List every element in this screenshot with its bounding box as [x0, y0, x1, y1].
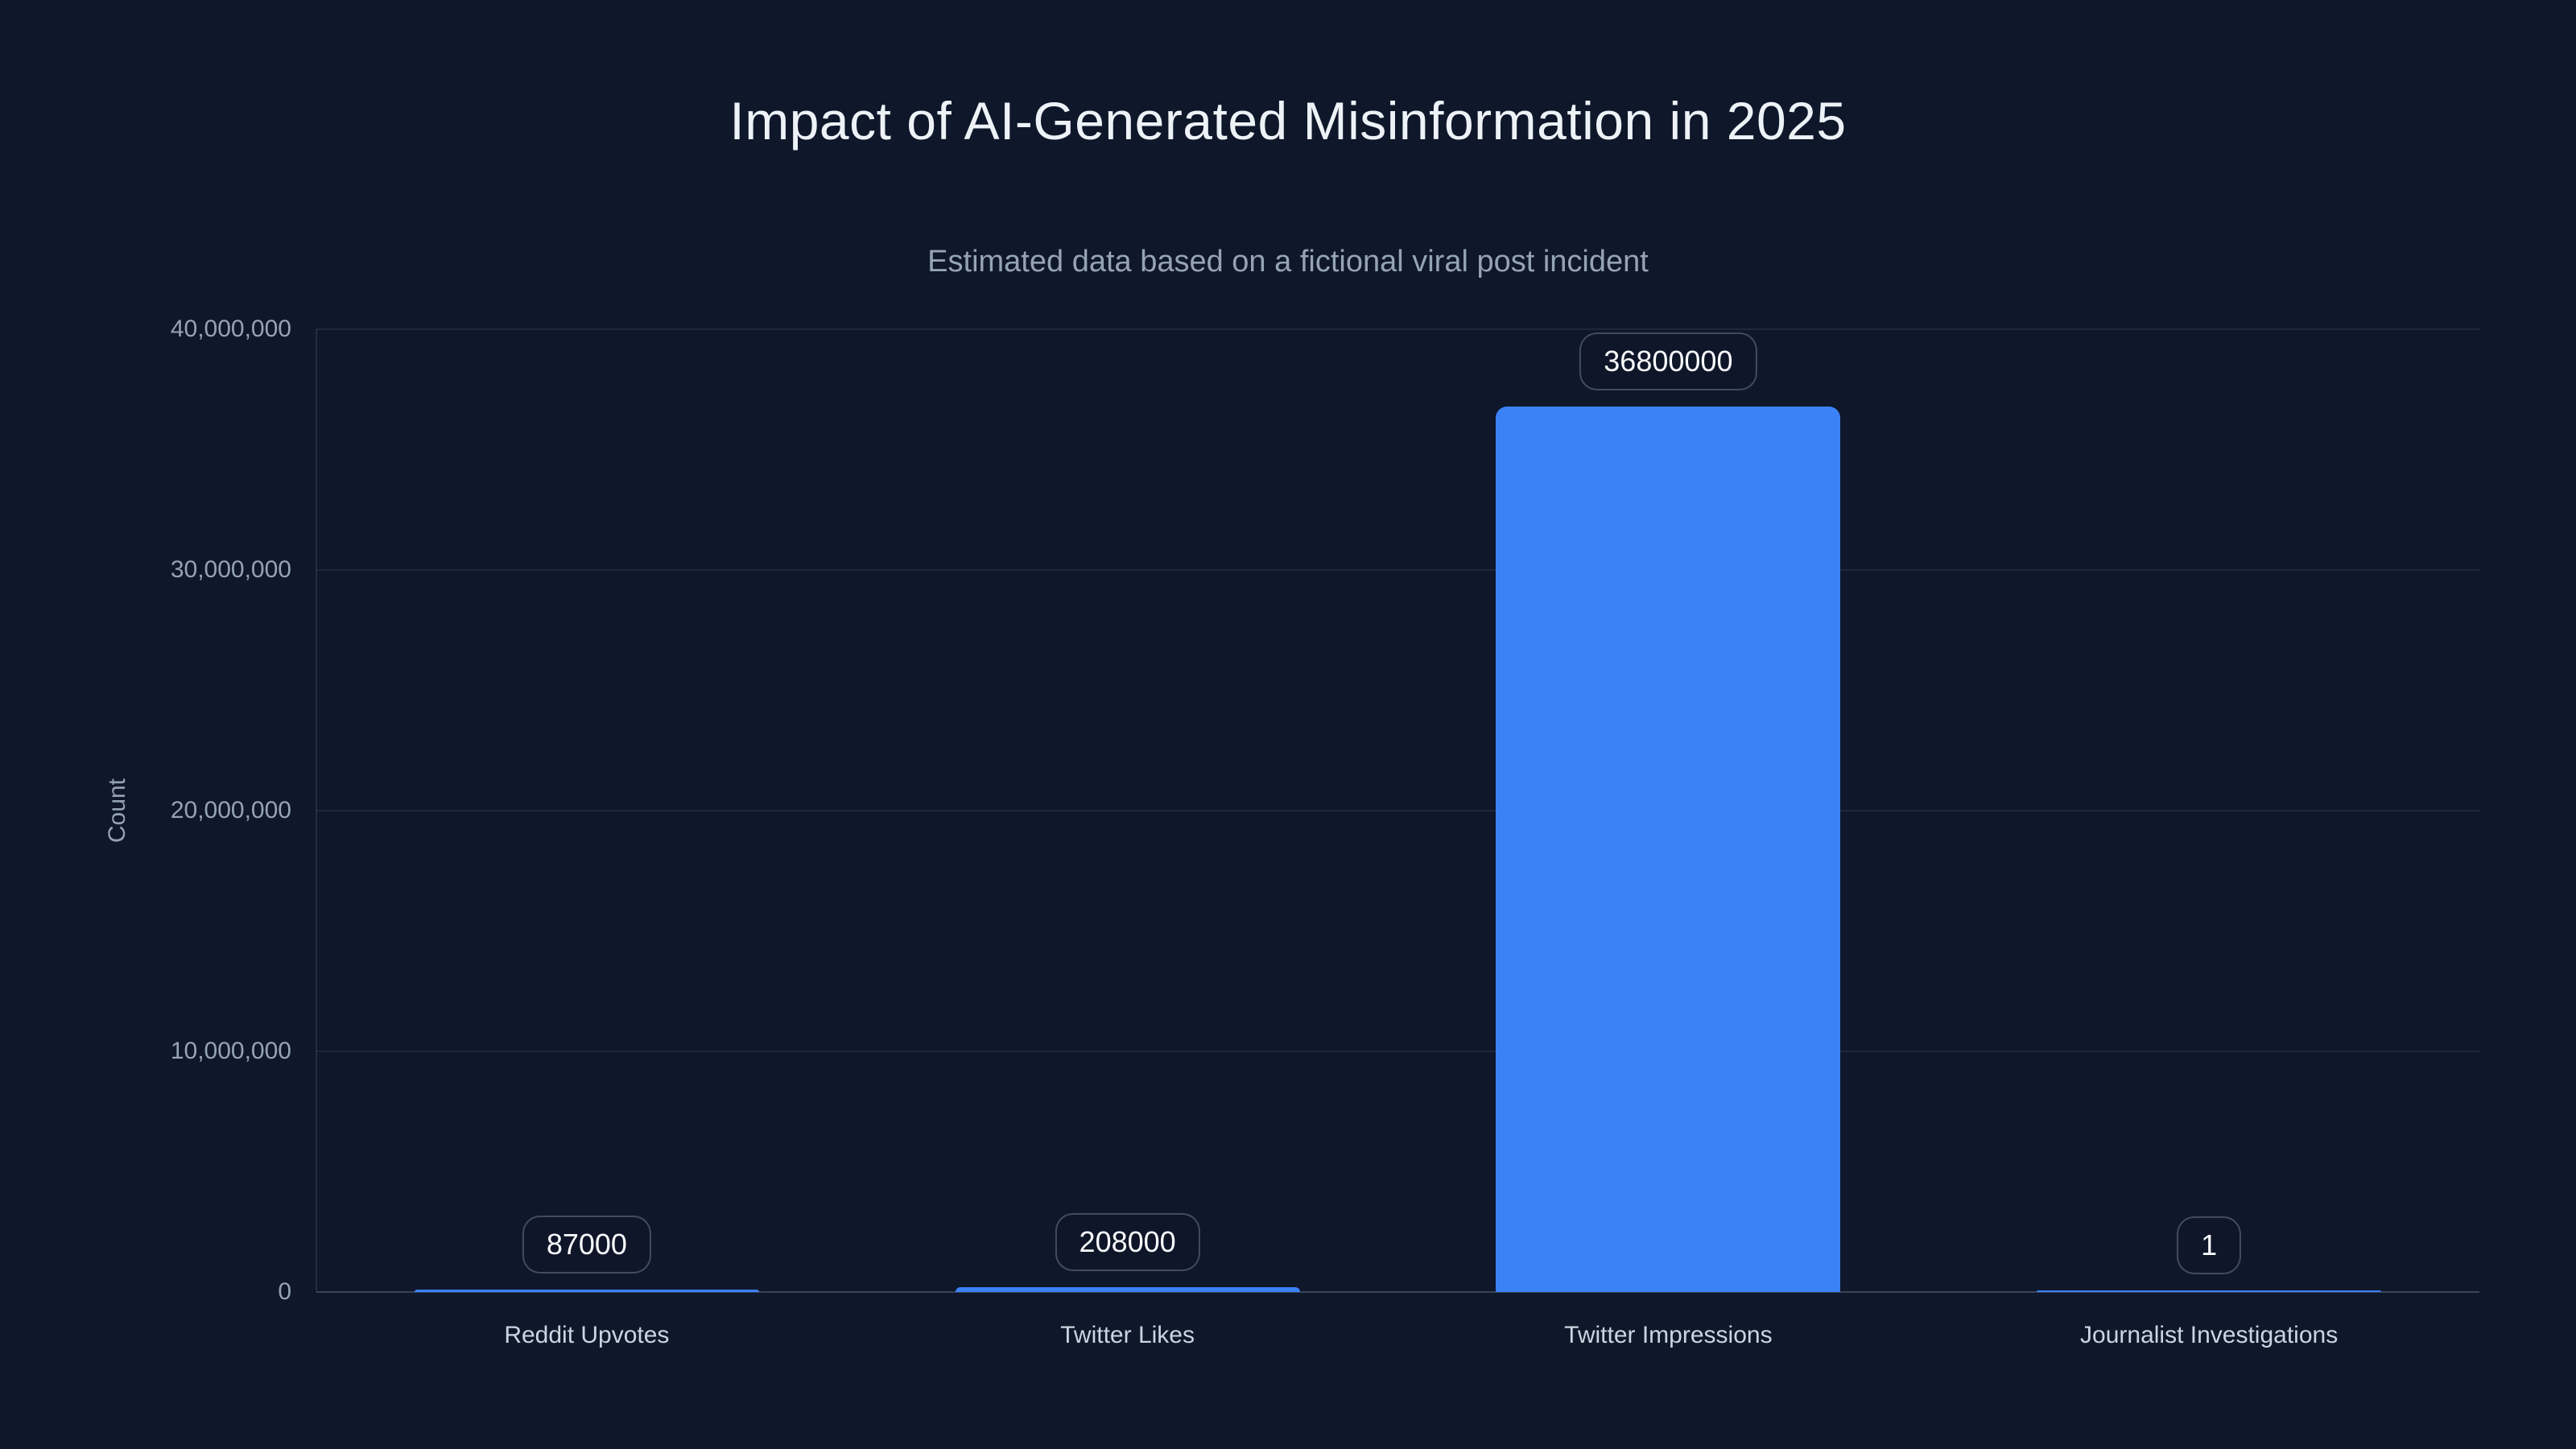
- bar-value-pill: 1: [2177, 1216, 2242, 1274]
- bar[interactable]: [955, 1287, 1300, 1292]
- y-tick-label: 40,000,000: [170, 316, 291, 342]
- gridline: [316, 569, 2479, 571]
- gridline: [316, 1051, 2479, 1052]
- bar[interactable]: [414, 1290, 759, 1292]
- bar[interactable]: [1496, 407, 1841, 1292]
- chart-subtitle: Estimated data based on a fictional vira…: [927, 245, 1649, 279]
- bar-value-pill: 36800000: [1579, 332, 1757, 390]
- bar-value-pill: 208000: [1055, 1213, 1200, 1271]
- y-tick-label: 0: [278, 1278, 291, 1305]
- y-tick-label: 30,000,000: [170, 556, 291, 583]
- x-category-label: Journalist Investigations: [2080, 1322, 2339, 1348]
- bar-value-pill: 87000: [522, 1216, 651, 1274]
- x-category-label: Reddit Upvotes: [504, 1322, 670, 1348]
- x-category-label: Twitter Likes: [1060, 1322, 1195, 1348]
- y-tick-label: 10,000,000: [170, 1038, 291, 1064]
- y-tick-label: 20,000,000: [170, 797, 291, 824]
- gridline: [316, 328, 2479, 330]
- x-axis-baseline: [316, 1291, 2479, 1293]
- gridline: [316, 810, 2479, 811]
- bar[interactable]: [2037, 1290, 2382, 1292]
- y-axis-line: [316, 329, 317, 1292]
- x-category-label: Twitter Impressions: [1564, 1322, 1773, 1348]
- chart-title: Impact of AI-Generated Misinformation in…: [729, 91, 1847, 151]
